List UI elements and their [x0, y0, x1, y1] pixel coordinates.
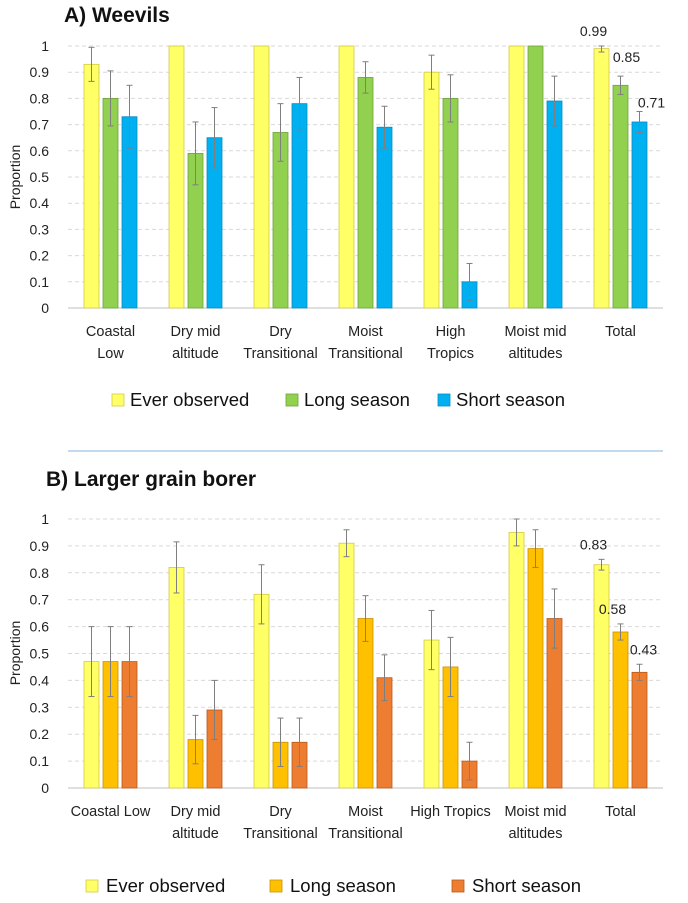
bar-series-group	[83, 518, 648, 789]
y-tick-label: 0.3	[30, 221, 50, 237]
chart-panel-larger-grain-borer: B) Larger grain borer 0 0.1 0.2 0.3 0.4 0.5 0.6…	[7, 468, 663, 896]
bar	[546, 100, 563, 309]
bar	[253, 45, 270, 309]
legend-entry: Ever observed	[106, 875, 225, 896]
x-tick-label: altitudes	[508, 826, 562, 842]
bar	[102, 98, 119, 309]
y-tick-label: 0.9	[30, 64, 50, 80]
bar-series-group	[83, 45, 648, 309]
chart-panel-weevils: A) Weevils 0 0.1 0.2 0.3 0.4 0.5 0.6 0.7 0.8 0.9 1 P…	[7, 4, 665, 410]
y-tick-label: 0	[41, 300, 49, 316]
y-tick-label: 1	[41, 511, 49, 527]
y-tick-label: 0.8	[30, 565, 50, 581]
bar	[631, 121, 648, 309]
legend-swatch	[285, 393, 299, 407]
x-tick-label: Transitional	[328, 346, 402, 362]
y-tick-label: 0.2	[30, 726, 50, 742]
y-tick-label: 0.1	[30, 753, 50, 769]
x-tick-label: Tropics	[427, 346, 474, 362]
legend-swatch	[437, 393, 451, 407]
y-axis-label: Proportion	[7, 145, 23, 210]
bar	[423, 71, 440, 309]
bar	[357, 618, 374, 789]
x-tick-label: Coastal Low	[71, 804, 151, 820]
x-tick-label: High	[436, 324, 466, 340]
y-tick-label: 0.1	[30, 274, 50, 290]
bar	[527, 45, 544, 309]
bar	[83, 63, 100, 309]
legend-swatch	[85, 879, 99, 893]
data-label: 0.83	[580, 536, 607, 552]
data-label: 0.43	[630, 641, 657, 657]
chart-title: A) Weevils	[64, 4, 170, 27]
x-tick-label: altitude	[172, 346, 219, 362]
x-tick-label: High Tropics	[410, 804, 491, 820]
y-tick-label: 0.4	[30, 195, 50, 211]
bar	[612, 84, 629, 309]
y-tick-label: 0.5	[30, 646, 50, 662]
legend-entry: Long season	[290, 875, 396, 896]
x-tick-label: Transitional	[243, 826, 317, 842]
x-tick-label: Dry mid	[171, 324, 221, 340]
bar	[338, 45, 355, 309]
legend-entry: Long season	[304, 389, 410, 410]
data-label: 0.71	[638, 95, 665, 111]
legend-swatch	[269, 879, 283, 893]
bar	[168, 45, 185, 309]
bar	[593, 564, 610, 789]
x-tick-label: Moist mid	[504, 804, 566, 820]
x-tick-label: Dry mid	[171, 804, 221, 820]
x-tick-label: Moist mid	[504, 324, 566, 340]
x-tick-label: Moist	[348, 804, 383, 820]
y-tick-label: 0.6	[30, 619, 50, 635]
x-tick-label: Dry	[269, 324, 292, 340]
x-tick-label: Low	[97, 346, 124, 362]
x-tick-label: Total	[605, 324, 636, 340]
bar	[291, 103, 308, 309]
bar	[631, 671, 648, 789]
x-tick-label: Coastal	[86, 324, 135, 340]
x-tick-label: Transitional	[328, 826, 402, 842]
legend-entry: Short season	[472, 875, 581, 896]
bar	[357, 77, 374, 309]
chart-title: B) Larger grain borer	[46, 468, 256, 491]
y-tick-label: 0.9	[30, 538, 50, 554]
y-tick-label: 0.5	[30, 169, 50, 185]
bar	[338, 542, 355, 789]
y-tick-label: 0.7	[30, 592, 50, 608]
y-tick-label: 0.6	[30, 143, 50, 159]
y-tick-label: 1	[41, 38, 49, 54]
bar	[593, 48, 610, 309]
y-axis-label: Proportion	[7, 621, 23, 686]
legend-swatch	[111, 393, 125, 407]
x-tick-label: Total	[605, 804, 636, 820]
legend-entry: Short season	[456, 389, 565, 410]
x-tick-label: Moist	[348, 324, 383, 340]
bar	[168, 567, 185, 789]
y-tick-label: 0	[41, 780, 49, 796]
bar	[527, 548, 544, 789]
legend-entry: Ever observed	[130, 389, 249, 410]
y-tick-label: 0.8	[30, 90, 50, 106]
data-label: 0.85	[613, 49, 640, 65]
bar	[442, 98, 459, 309]
bar	[376, 126, 393, 309]
legend-swatch	[451, 879, 465, 893]
x-tick-label: Transitional	[243, 346, 317, 362]
x-tick-label: altitudes	[508, 346, 562, 362]
y-tick-label: 0.3	[30, 699, 50, 715]
data-label: 0.99	[580, 23, 607, 39]
x-tick-label: Dry	[269, 804, 292, 820]
y-tick-label: 0.4	[30, 672, 50, 688]
x-tick-label: altitude	[172, 826, 219, 842]
y-tick-label: 0.7	[30, 117, 50, 133]
y-tick-label: 0.2	[30, 248, 50, 264]
data-label: 0.58	[599, 601, 626, 617]
bar	[612, 631, 629, 789]
bar	[508, 532, 525, 789]
bar	[508, 45, 525, 309]
